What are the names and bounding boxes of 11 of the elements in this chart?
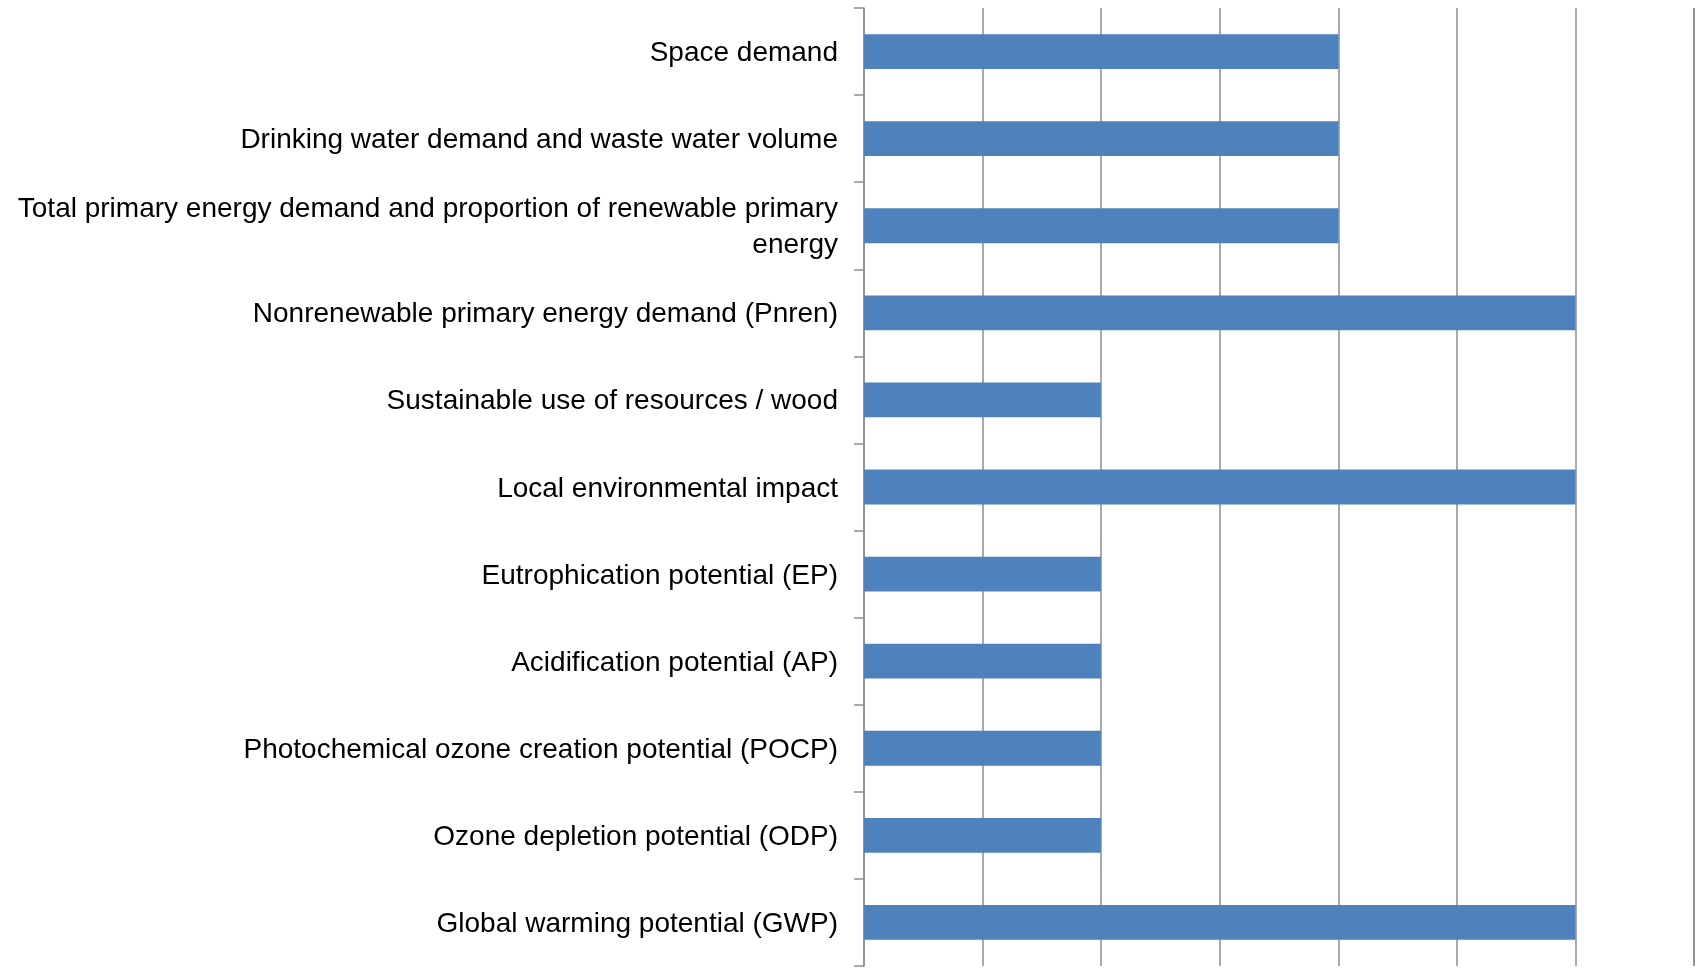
- y-tick-label: Global warming potential (GWP): [436, 906, 838, 938]
- y-tick-label: Local environmental impact: [497, 471, 839, 503]
- y-tick-label: Space demand: [649, 36, 838, 68]
- y-tick-label: Sustainable use of resources / wood: [386, 384, 838, 416]
- y-tick-label: Acidification potential (AP): [511, 645, 838, 677]
- y-tick-label: Drinking water demand and waste water volume: [240, 123, 838, 155]
- y-tick-label: Ozone depletion potential (ODP): [433, 819, 838, 851]
- y-tick-label: Total primary energy demand and proportion of renewable primary energy: [17, 192, 838, 260]
- y-tick-label: Eutrophication potential (EP): [481, 558, 838, 590]
- y-tick-label: Nonrenewable primary energy demand (Pnren): [252, 297, 838, 329]
- y-tick-label: Photochemical ozone creation potential (POCP): [243, 732, 838, 764]
